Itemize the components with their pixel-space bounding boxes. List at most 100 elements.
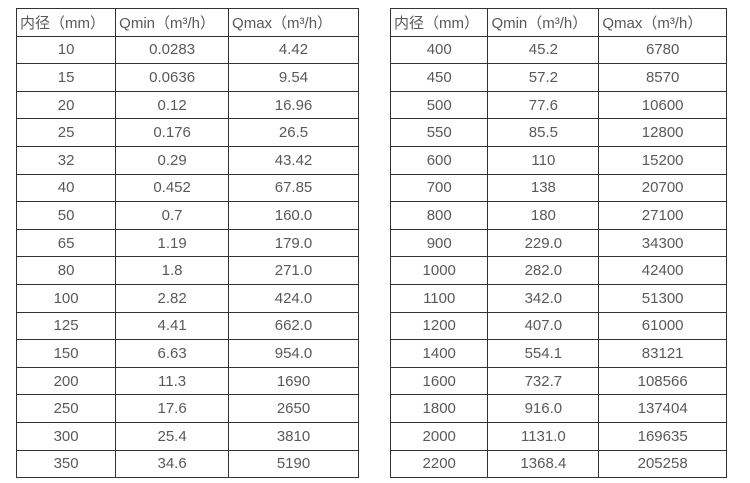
table-cell: 2.82 bbox=[115, 283, 230, 313]
table-cell: 0.452 bbox=[115, 173, 230, 203]
table-cell: 12800 bbox=[598, 118, 727, 147]
table-cell: 15 bbox=[15, 63, 117, 92]
table-cell: 1200 bbox=[389, 311, 489, 341]
table-cell: 180 bbox=[487, 201, 600, 230]
table-cell: 424.0 bbox=[228, 283, 359, 313]
table-cell: 271.0 bbox=[228, 256, 359, 285]
table-cell: 200 bbox=[15, 366, 117, 396]
table-cell: 662.0 bbox=[228, 311, 359, 341]
table-cell: 1100 bbox=[389, 283, 489, 313]
table-row: 2000 1131.0 169635 bbox=[389, 421, 727, 451]
table-cell: 229.0 bbox=[487, 228, 600, 258]
table-cell: 16.96 bbox=[228, 90, 359, 120]
table-cell: 10600 bbox=[598, 90, 727, 120]
table-cell: 400 bbox=[389, 35, 489, 65]
table-cell: 20 bbox=[15, 90, 117, 120]
table-cell: 550 bbox=[389, 118, 489, 147]
table-cell: 4.42 bbox=[228, 35, 359, 65]
table-row: 15 0.0636 9.54 bbox=[15, 63, 359, 92]
table-cell: 732.7 bbox=[487, 366, 600, 396]
table-cell: 51300 bbox=[598, 283, 727, 313]
table-cell: 0.0636 bbox=[115, 63, 230, 92]
table-cell: 138 bbox=[487, 173, 600, 203]
table-row: 350 34.6 5190 bbox=[15, 449, 359, 479]
table-cell: 85.5 bbox=[487, 118, 600, 147]
table-cell: 342.0 bbox=[487, 283, 600, 313]
table-cell: 26.5 bbox=[228, 118, 359, 147]
table-cell: 1000 bbox=[389, 256, 489, 285]
table-cell: 900 bbox=[389, 228, 489, 258]
table-cell: 50 bbox=[15, 201, 117, 230]
table-cell: 17.6 bbox=[115, 394, 230, 423]
table-cell: 554.1 bbox=[487, 339, 600, 368]
column-header: Qmin（m³/h） bbox=[115, 8, 230, 37]
table-cell: 0.176 bbox=[115, 118, 230, 147]
table-row: 800 180 27100 bbox=[389, 201, 727, 230]
table-cell: 34300 bbox=[598, 228, 727, 258]
flow-table-large-diameters: 内径（mm） Qmin（m³/h） Qmax（m³/h） 400 45.2 6780 45… bbox=[389, 8, 727, 479]
table-cell: 2200 bbox=[389, 449, 489, 479]
table-cell: 11.3 bbox=[115, 366, 230, 396]
table-cell: 108566 bbox=[598, 366, 727, 396]
table-cell: 1.8 bbox=[115, 256, 230, 285]
table-cell: 83121 bbox=[598, 339, 727, 368]
table-row: 2200 1368.4 205258 bbox=[389, 449, 727, 479]
table-cell: 6.63 bbox=[115, 339, 230, 368]
table-cell: 916.0 bbox=[487, 394, 600, 423]
table-row: 20 0.12 16.96 bbox=[15, 90, 359, 120]
table-cell: 20700 bbox=[598, 173, 727, 203]
table-cell: 1600 bbox=[389, 366, 489, 396]
header-row: 内径（mm） Qmin（m³/h） Qmax（m³/h） bbox=[389, 8, 727, 37]
table-cell: 0.29 bbox=[115, 145, 230, 175]
table-cell: 25 bbox=[15, 118, 117, 147]
table-row: 300 25.4 3810 bbox=[15, 421, 359, 451]
table-cell: 160.0 bbox=[228, 201, 359, 230]
table-row: 50 0.7 160.0 bbox=[15, 201, 359, 230]
table-row: 150 6.63 954.0 bbox=[15, 339, 359, 368]
table-row: 200 11.3 1690 bbox=[15, 366, 359, 396]
table-row: 1400 554.1 83121 bbox=[389, 339, 727, 368]
table-row: 900 229.0 34300 bbox=[389, 228, 727, 258]
table-cell: 1800 bbox=[389, 394, 489, 423]
flow-table-small-diameters: 内径（mm） Qmin（m³/h） Qmax（m³/h） 10 0.0283 4.42 1… bbox=[15, 8, 359, 479]
table-cell: 1690 bbox=[228, 366, 359, 396]
table-cell: 8570 bbox=[598, 63, 727, 92]
table-row: 1000 282.0 42400 bbox=[389, 256, 727, 285]
table-row: 1600 732.7 108566 bbox=[389, 366, 727, 396]
table-row: 40 0.452 67.85 bbox=[15, 173, 359, 203]
table-cell: 45.2 bbox=[487, 35, 600, 65]
table-cell: 110 bbox=[487, 145, 600, 175]
table-cell: 40 bbox=[15, 173, 117, 203]
table-row: 550 85.5 12800 bbox=[389, 118, 727, 147]
table-cell: 3810 bbox=[228, 421, 359, 451]
table-cell: 43.42 bbox=[228, 145, 359, 175]
table-cell: 0.7 bbox=[115, 201, 230, 230]
table-cell: 42400 bbox=[598, 256, 727, 285]
table-cell: 34.6 bbox=[115, 449, 230, 479]
table-cell: 407.0 bbox=[487, 311, 600, 341]
table-cell: 179.0 bbox=[228, 228, 359, 258]
table-cell: 67.85 bbox=[228, 173, 359, 203]
table-cell: 150 bbox=[15, 339, 117, 368]
table-cell: 6780 bbox=[598, 35, 727, 65]
table-cell: 57.2 bbox=[487, 63, 600, 92]
table-cell: 450 bbox=[389, 63, 489, 92]
table-cell: 1.19 bbox=[115, 228, 230, 258]
table-cell: 800 bbox=[389, 201, 489, 230]
column-header: Qmin（m³/h） bbox=[487, 8, 600, 37]
table-cell: 954.0 bbox=[228, 339, 359, 368]
table-cell: 137404 bbox=[598, 394, 727, 423]
table-body: 10 0.0283 4.42 15 0.0636 9.54 20 0.12 16.96 25 0.1… bbox=[15, 35, 359, 479]
table-cell: 350 bbox=[15, 449, 117, 479]
table-cell: 169635 bbox=[598, 421, 727, 451]
table-cell: 282.0 bbox=[487, 256, 600, 285]
column-header: Qmax（m³/h） bbox=[228, 8, 359, 37]
table-cell: 32 bbox=[15, 145, 117, 175]
table-cell: 1400 bbox=[389, 339, 489, 368]
table-row: 65 1.19 179.0 bbox=[15, 228, 359, 258]
table-row: 125 4.41 662.0 bbox=[15, 311, 359, 341]
table-row: 1800 916.0 137404 bbox=[389, 394, 727, 423]
table-row: 500 77.6 10600 bbox=[389, 90, 727, 120]
table-cell: 27100 bbox=[598, 201, 727, 230]
table-row: 10 0.0283 4.42 bbox=[15, 35, 359, 65]
